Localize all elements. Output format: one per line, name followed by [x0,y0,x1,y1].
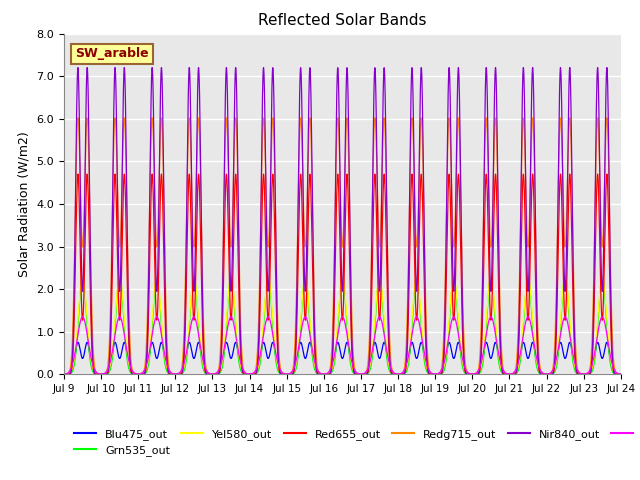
Text: SW_arable: SW_arable [75,48,148,60]
Title: Reflected Solar Bands: Reflected Solar Bands [258,13,427,28]
Y-axis label: Solar Radiation (W/m2): Solar Radiation (W/m2) [18,131,31,277]
Legend: Blu475_out, Grn535_out, Yel580_out, Red655_out, Redg715_out, Nir840_out, Nir945_: Blu475_out, Grn535_out, Yel580_out, Red6… [70,424,640,460]
